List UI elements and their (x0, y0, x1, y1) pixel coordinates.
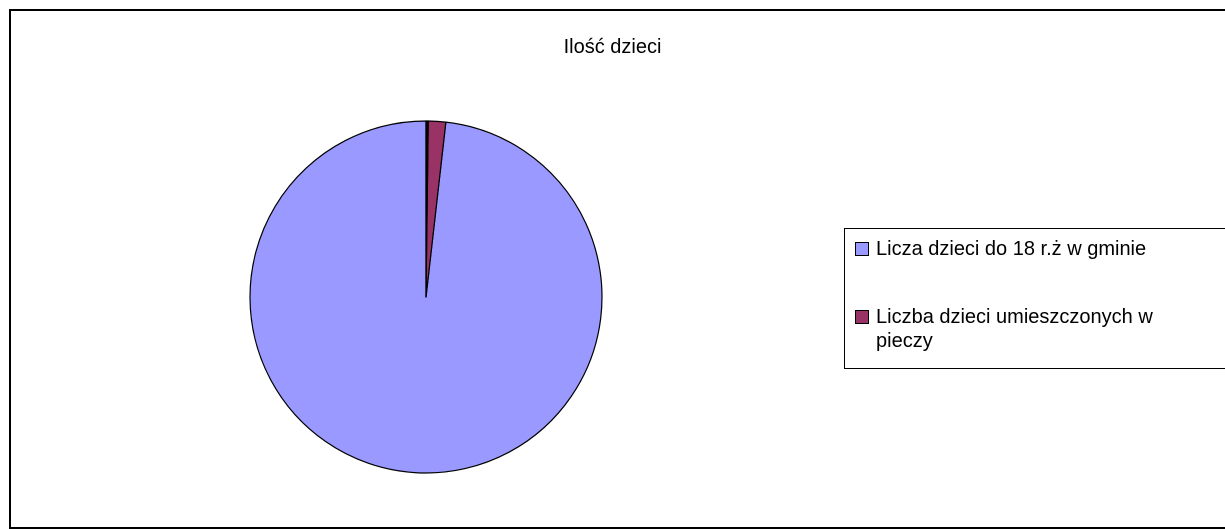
legend-item-children-in-care: Liczba dzieci umieszczonych w pieczy (855, 305, 1215, 353)
legend-swatch-children-in-commune (855, 242, 869, 256)
legend: Licza dzieci do 18 r.ż w gminie Liczba d… (844, 228, 1225, 369)
legend-swatch-children-in-care (855, 310, 869, 324)
legend-item-children-in-commune: Licza dzieci do 18 r.ż w gminie (855, 237, 1146, 261)
legend-label-children-in-commune: Licza dzieci do 18 r.ż w gminie (855, 237, 1146, 261)
legend-label-children-in-care: Liczba dzieci umieszczonych w pieczy (855, 305, 1215, 353)
